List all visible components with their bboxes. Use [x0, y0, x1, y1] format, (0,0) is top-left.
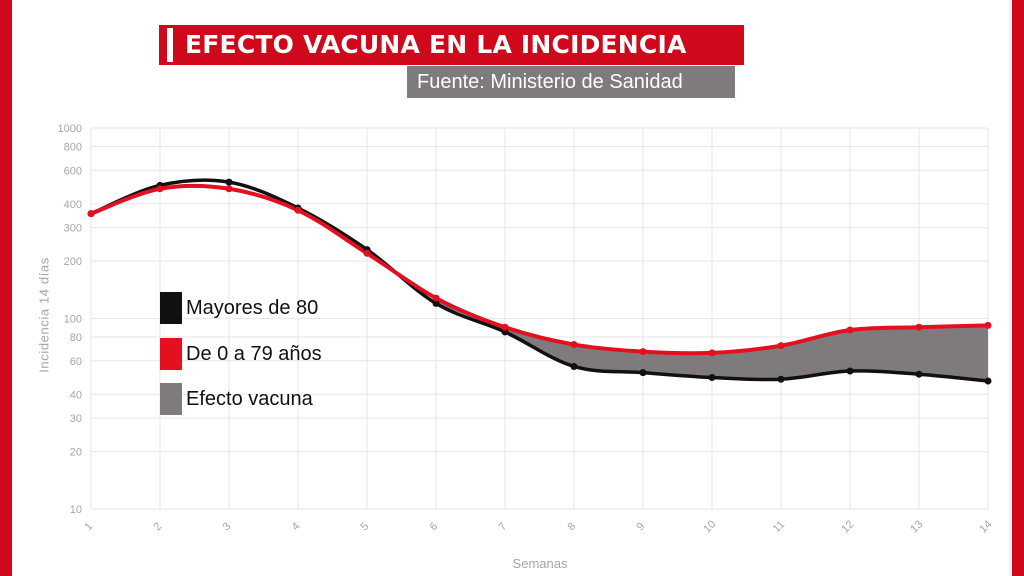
- x-tick-label: 13: [908, 518, 925, 535]
- x-tick-labels: 1 2 3 4 5 6 7 8 9 10 11 12 13 14: [82, 518, 994, 535]
- series-line-mayores: [89, 178, 990, 383]
- data-point-jovenes: [639, 348, 647, 356]
- data-point-jovenes: [225, 185, 233, 193]
- x-tick-label: 1: [82, 520, 95, 533]
- x-tick-label: 4: [289, 520, 302, 533]
- x-axis-label: Semanas: [512, 556, 568, 571]
- data-point-mayores: [777, 375, 785, 383]
- data-point-jovenes: [984, 321, 992, 329]
- x-tick-label: 11: [771, 519, 788, 536]
- data-point-jovenes: [432, 294, 440, 302]
- data-point-jovenes: [363, 249, 371, 257]
- data-point-jovenes: [846, 326, 854, 334]
- legend-swatch-jovenes: [160, 338, 182, 370]
- data-point-mayores: [570, 362, 578, 370]
- right-inner-strip: [1009, 0, 1012, 576]
- y-tick-label: 30: [70, 413, 82, 425]
- data-point-mayores: [639, 369, 647, 377]
- legend-label-jovenes: De 0 a 79 años: [186, 342, 322, 365]
- y-tick-label: 100: [64, 314, 82, 326]
- x-tick-label: 14: [977, 518, 994, 535]
- x-tick-label: 9: [634, 520, 647, 533]
- y-tick-label: 20: [70, 447, 82, 459]
- x-tick-label: 2: [151, 520, 164, 533]
- y-tick-label: 80: [70, 332, 82, 344]
- chart-source: Fuente: Ministerio de Sanidad: [407, 66, 735, 98]
- data-point-mayores: [915, 370, 923, 378]
- y-tick-label: 40: [70, 389, 82, 401]
- y-tick-label: 1000: [58, 123, 82, 135]
- legend-label-efecto: Efecto vacuna: [186, 387, 313, 410]
- y-tick-label: 10: [70, 504, 82, 516]
- legend-label-mayores: Mayores de 80: [186, 296, 319, 319]
- y-tick-label: 300: [64, 223, 82, 235]
- y-tick-labels: 10 20 30 40 60 80 100 200 300 400 600 800 1000: [58, 123, 82, 516]
- data-point-jovenes: [156, 185, 164, 193]
- x-tick-label: 3: [220, 520, 233, 533]
- y-tick-label: 800: [64, 141, 82, 153]
- data-point-jovenes: [501, 323, 509, 331]
- right-red-border: [1012, 0, 1024, 576]
- x-tick-label: 12: [839, 518, 856, 535]
- data-point-mayores: [708, 374, 716, 382]
- data-point-jovenes: [294, 206, 302, 214]
- efecto-vacuna-area: [436, 298, 988, 381]
- y-tick-label: 400: [64, 199, 82, 211]
- legend-swatch-mayores: [160, 292, 182, 324]
- x-tick-label: 8: [565, 520, 578, 533]
- left-red-border: [0, 0, 12, 576]
- x-tick-label: 5: [358, 520, 371, 533]
- data-point-jovenes: [708, 349, 716, 357]
- legend-item-jovenes: De 0 a 79 años: [160, 338, 322, 370]
- data-point-mayores: [846, 367, 854, 375]
- y-tick-label: 200: [64, 256, 82, 268]
- data-point-jovenes: [87, 210, 95, 218]
- series-points: [87, 178, 992, 385]
- legend-item-mayores: Mayores de 80: [160, 292, 318, 324]
- series-line-jovenes: [89, 183, 990, 356]
- data-point-mayores: [432, 299, 440, 307]
- legend-item-efecto: Efecto vacuna: [160, 383, 313, 415]
- x-tick-label: 6: [427, 520, 440, 533]
- series-lines: [89, 178, 990, 383]
- grid-lines: [90, 127, 989, 510]
- x-tick-label: 7: [496, 520, 509, 533]
- data-point-mayores: [225, 178, 233, 186]
- y-axis-label: Incidencia 14 días: [36, 257, 52, 373]
- data-point-jovenes: [915, 323, 923, 331]
- legend-swatch-efecto: [160, 383, 182, 415]
- data-point-jovenes: [570, 341, 578, 349]
- x-tick-label: 10: [701, 518, 718, 535]
- y-tick-label: 600: [64, 165, 82, 177]
- data-point-mayores: [984, 377, 992, 385]
- chart-title: EFECTO VACUNA EN LA INCIDENCIA: [173, 28, 737, 62]
- y-tick-label: 60: [70, 356, 82, 368]
- data-point-jovenes: [777, 342, 785, 350]
